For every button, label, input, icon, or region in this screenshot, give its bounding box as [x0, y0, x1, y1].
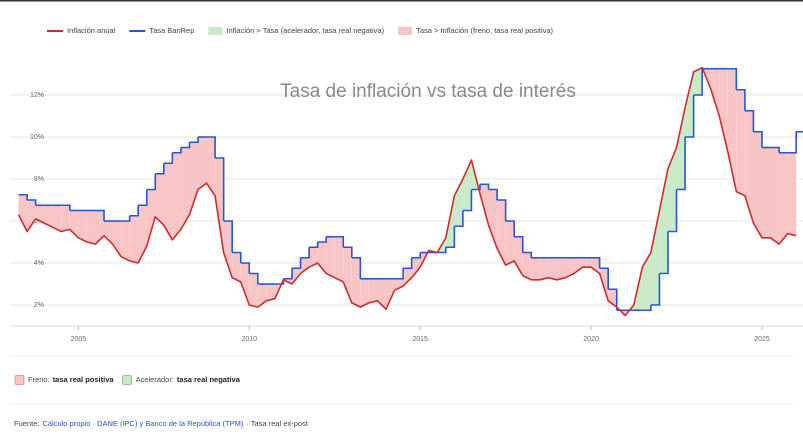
top-border [0, 0, 803, 2]
gap-fill [548, 258, 557, 280]
rate-step [155, 163, 164, 174]
x-tick-label: 2020 [583, 336, 599, 343]
gap-fill [506, 221, 515, 265]
gap-fill [659, 169, 668, 274]
gap-fill [403, 268, 412, 286]
rate-step [172, 148, 181, 153]
rate-step [395, 268, 404, 279]
rate-step [412, 253, 421, 258]
y-tick-label: 12% [30, 92, 44, 99]
rate-step [121, 216, 130, 221]
key-swatch [123, 376, 132, 385]
gap-fill [719, 69, 728, 152]
legend-label: Tasa > Inflación (freno, tasa real posit… [416, 26, 553, 35]
gap-fill [249, 274, 258, 308]
gap-fill [335, 237, 344, 282]
gap-fill [352, 258, 361, 307]
x-tick-label: 2005 [71, 336, 87, 343]
gap-fill [27, 200, 36, 232]
legend-swatch [208, 27, 222, 35]
rate-step [301, 247, 310, 258]
rate-step [130, 205, 139, 216]
y-tick-label: 8% [34, 176, 44, 183]
key-text: Freno:tasa real positiva [28, 375, 114, 384]
key-label: Freno: [28, 375, 50, 384]
gap-fill [19, 195, 28, 232]
gap-fill [61, 205, 70, 231]
gap-fill [557, 258, 566, 280]
key-bold: tasa real positiva [53, 375, 115, 384]
gap-fill [369, 279, 378, 303]
key-bold: tasa real negativa [177, 375, 241, 384]
gap-fill [779, 153, 788, 244]
x-tick-label: 2025 [754, 336, 770, 343]
gap-fill [745, 111, 754, 223]
gap-fill [198, 137, 207, 190]
legend-label: Inflación > Tasa (acelerador, tasa real … [226, 26, 384, 35]
y-tick-label: 4% [34, 260, 44, 267]
rate-step [181, 142, 190, 147]
y-tick-label: 2% [34, 302, 44, 309]
rate-step [283, 268, 292, 279]
gap-fill [343, 247, 352, 303]
legend: Inflación anual Tasa BanRep Inflación > Ta… [47, 26, 554, 35]
gap-fill [531, 258, 540, 280]
gap-fill [87, 211, 96, 245]
gap-fill [207, 137, 216, 196]
gap-fill [753, 132, 762, 238]
key-text: Acelerador:tasa real negativa [136, 375, 241, 384]
key-swatch [15, 376, 24, 385]
gap-fill [172, 153, 181, 240]
gap-fill [736, 90, 745, 196]
gap-fill [489, 190, 498, 249]
gap-fill [788, 153, 797, 236]
rate-step [138, 190, 147, 206]
rate-step [164, 153, 173, 164]
rate-step [147, 174, 156, 190]
gap-fill [771, 148, 780, 245]
legend-swatch [398, 27, 412, 35]
legend-label: Tasa BanRep [149, 26, 194, 35]
rate-step [189, 137, 198, 142]
x-tick-label: 2015 [412, 336, 428, 343]
rate-step [318, 237, 327, 242]
gap-fill [224, 221, 233, 278]
source-note: · Tasa real ex-post [246, 419, 308, 428]
x-tick-label: 2010 [241, 336, 257, 343]
gap-fill [78, 211, 87, 243]
source: Fuente:Cálculo propio · DANE (IPC) y Ban… [14, 419, 309, 428]
chart-title: Tasa de inflación vs tasa de interés [280, 81, 576, 102]
gap-fill [326, 237, 335, 278]
gap-fill [651, 211, 660, 306]
gap-fill [121, 221, 130, 261]
gap-fill [130, 216, 139, 263]
gap-fill [677, 108, 686, 190]
gap-fill [583, 258, 592, 267]
rate-step [788, 132, 797, 153]
gap-fill [540, 258, 549, 280]
y-tick-label: 10% [30, 134, 44, 141]
gap-fill [147, 190, 156, 247]
legend-label: Inflación anual [67, 26, 116, 35]
source-link[interactable]: Cálculo propio · DANE (IPC) y Banco de l… [42, 419, 243, 428]
key-label: Acelerador: [136, 375, 174, 384]
rate-step [309, 242, 318, 247]
gap-fill [762, 148, 771, 238]
source-label: Fuente: [14, 419, 39, 428]
